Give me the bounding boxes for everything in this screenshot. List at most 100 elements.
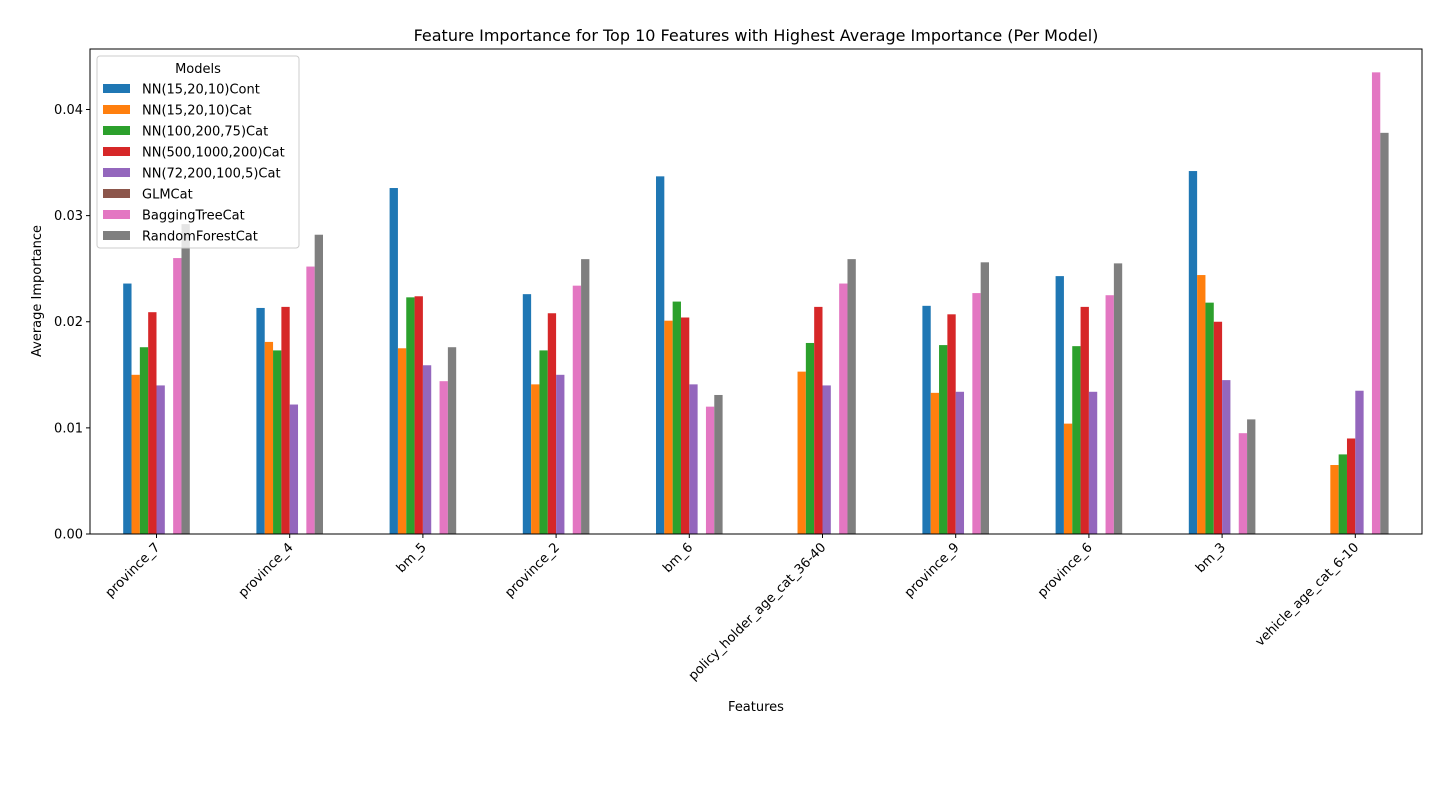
chart-title: Feature Importance for Top 10 Features w… — [414, 26, 1099, 45]
bar-NN(72,200,100,5)Cat-bm_3 — [1222, 380, 1231, 534]
bar-NN(72,200,100,5)Cat-province_4 — [289, 404, 299, 534]
legend-box — [96, 55, 300, 249]
bar-NN(15,20,10)Cont-bm_5 — [389, 188, 398, 535]
bar-NN(100,200,75)Cat-bm_6 — [672, 301, 681, 534]
bar-NN(15,20,10)Cat-province_9 — [930, 392, 940, 534]
bar-NN(500,1000,200)Cat-bm_5 — [414, 296, 423, 534]
legend-swatch — [103, 147, 130, 156]
bar-BaggingTreeCat-province_7 — [173, 258, 182, 534]
bar-NN(500,1000,200)Cat-policy_holder_age_cat_36-40 — [814, 306, 823, 534]
bar-RandomForestCat-province_9 — [980, 262, 989, 534]
bar-NN(15,20,10)Cat-vehicle_age_cat_6-10 — [1330, 465, 1339, 534]
legend-title: Models — [175, 62, 221, 77]
bar-BaggingTreeCat-policy_holder_age_cat_36-40 — [839, 283, 848, 534]
bar-RandomForestCat-vehicle_age_cat_6-10 — [1380, 132, 1389, 534]
bar-NN(15,20,10)Cat-province_4 — [264, 341, 274, 534]
bar-NN(72,200,100,5)Cat-bm_6 — [689, 384, 698, 534]
bar-BaggingTreeCat-bm_6 — [705, 406, 715, 534]
legend-swatch — [103, 168, 130, 177]
bar-RandomForestCat-province_6 — [1113, 263, 1123, 534]
bar-NN(500,1000,200)Cat-bm_3 — [1213, 321, 1223, 534]
legend-items: NN(15,20,10)Cont NN(15,20,10)Cat NN(100,20… — [103, 83, 285, 245]
bar-NN(72,200,100,5)Cat-province_9 — [955, 391, 965, 534]
bar-NN(500,1000,200)Cat-province_7 — [148, 312, 157, 534]
bar-BaggingTreeCat-bm_3 — [1238, 433, 1248, 534]
bar-NN(100,200,75)Cat-province_7 — [139, 347, 149, 534]
bar-BaggingTreeCat-bm_5 — [439, 381, 448, 534]
y-tick-label: 0.00 — [54, 528, 83, 543]
y-tick-label: 0.01 — [54, 421, 83, 436]
bar-NN(500,1000,200)Cat-vehicle_age_cat_6-10 — [1346, 438, 1356, 534]
bar-RandomForestCat-province_7 — [181, 224, 190, 534]
legend-label: NN(15,20,10)Cont — [142, 83, 260, 98]
plot-frame — [89, 48, 1423, 535]
bar-NN(72,200,100,5)Cat-bm_5 — [422, 365, 432, 534]
y-axis-ticks: 0.00 0.01 0.02 0.03 0.04 — [54, 103, 90, 543]
bar-NN(15,20,10)Cont-province_4 — [256, 307, 265, 534]
bar-NN(15,20,10)Cat-province_2 — [531, 384, 540, 534]
bar-NN(15,20,10)Cont-province_6 — [1055, 276, 1064, 534]
bar-NN(15,20,10)Cont-province_2 — [522, 294, 532, 534]
y-tick-label: 0.03 — [54, 209, 83, 224]
bar-NN(500,1000,200)Cat-province_2 — [547, 313, 557, 534]
bar-NN(72,200,100,5)Cat-policy_holder_age_cat_36-40 — [822, 385, 831, 534]
y-tick-label: 0.02 — [54, 315, 83, 330]
bar-NN(72,200,100,5)Cat-vehicle_age_cat_6-10 — [1355, 390, 1364, 534]
bar-RandomForestCat-province_2 — [581, 259, 590, 534]
bar-RandomForestCat-bm_6 — [714, 394, 723, 534]
x-axis-label: Features — [728, 700, 784, 715]
bar-NN(500,1000,200)Cat-province_6 — [1080, 306, 1089, 534]
bar-NN(100,200,75)Cat-province_2 — [539, 350, 548, 534]
legend-label: NN(100,200,75)Cat — [142, 125, 268, 140]
bar-NN(100,200,75)Cat-province_4 — [273, 350, 282, 534]
legend-label: GLMCat — [142, 188, 193, 203]
bar-BaggingTreeCat-province_2 — [572, 285, 582, 534]
bar-NN(100,200,75)Cat-policy_holder_age_cat_36-40 — [805, 342, 815, 534]
bar-NN(15,20,10)Cont-province_9 — [922, 305, 931, 534]
bar-NN(15,20,10)Cont-bm_3 — [1188, 171, 1198, 534]
bar-NN(15,20,10)Cat-bm_5 — [397, 348, 407, 534]
bar-NN(72,200,100,5)Cat-province_7 — [156, 385, 165, 534]
y-tick-label: 0.04 — [54, 103, 83, 118]
bar-NN(100,200,75)Cat-bm_5 — [406, 297, 415, 534]
bar-BaggingTreeCat-province_6 — [1105, 295, 1114, 534]
legend-swatch — [103, 189, 130, 198]
bar-RandomForestCat-province_4 — [314, 234, 323, 534]
bar-NN(15,20,10)Cont-province_7 — [123, 283, 132, 534]
bar-NN(500,1000,200)Cat-bm_6 — [680, 317, 690, 534]
bar-NN(72,200,100,5)Cat-province_2 — [556, 374, 565, 534]
legend-swatch — [103, 210, 130, 219]
bars-group — [123, 72, 1389, 535]
legend: Models NN(15,20,10)ContNN(15,20,10)CatNN… — [96, 55, 300, 249]
bar-NN(15,20,10)Cont-bm_6 — [656, 176, 665, 534]
legend-swatch — [103, 105, 130, 114]
legend-label: RandomForestCat — [142, 230, 258, 245]
bar-NN(15,20,10)Cat-province_6 — [1063, 423, 1073, 534]
legend-label: NN(72,200,100,5)Cat — [142, 167, 281, 182]
legend-label: BaggingTreeCat — [142, 209, 245, 224]
bar-RandomForestCat-bm_5 — [447, 347, 457, 534]
bar-BaggingTreeCat-province_4 — [306, 266, 315, 534]
legend-label: NN(500,1000,200)Cat — [142, 146, 285, 161]
bar-NN(500,1000,200)Cat-province_9 — [947, 314, 956, 534]
bar-NN(72,200,100,5)Cat-province_6 — [1088, 391, 1098, 534]
bar-NN(15,20,10)Cat-bm_6 — [664, 320, 673, 534]
legend-label: NN(15,20,10)Cat — [142, 104, 252, 119]
legend-swatch — [103, 231, 130, 240]
bar-NN(15,20,10)Cat-province_7 — [131, 374, 140, 534]
legend-swatch — [103, 126, 130, 135]
bar-NN(100,200,75)Cat-bm_3 — [1205, 302, 1214, 534]
bar-NN(100,200,75)Cat-province_6 — [1072, 346, 1081, 534]
bar-RandomForestCat-policy_holder_age_cat_36-40 — [847, 259, 856, 534]
bar-BaggingTreeCat-province_9 — [972, 293, 981, 534]
bar-NN(15,20,10)Cat-bm_3 — [1197, 275, 1206, 534]
bar-NN(100,200,75)Cat-vehicle_age_cat_6-10 — [1338, 454, 1347, 534]
y-axis-label: Average Importance — [30, 225, 45, 357]
bar-BaggingTreeCat-vehicle_age_cat_6-10 — [1371, 72, 1381, 534]
legend-swatch — [103, 84, 130, 93]
bar-NN(500,1000,200)Cat-province_4 — [281, 306, 290, 534]
bar-NN(15,20,10)Cat-policy_holder_age_cat_36-40 — [797, 371, 806, 534]
bar-RandomForestCat-bm_3 — [1247, 419, 1256, 534]
